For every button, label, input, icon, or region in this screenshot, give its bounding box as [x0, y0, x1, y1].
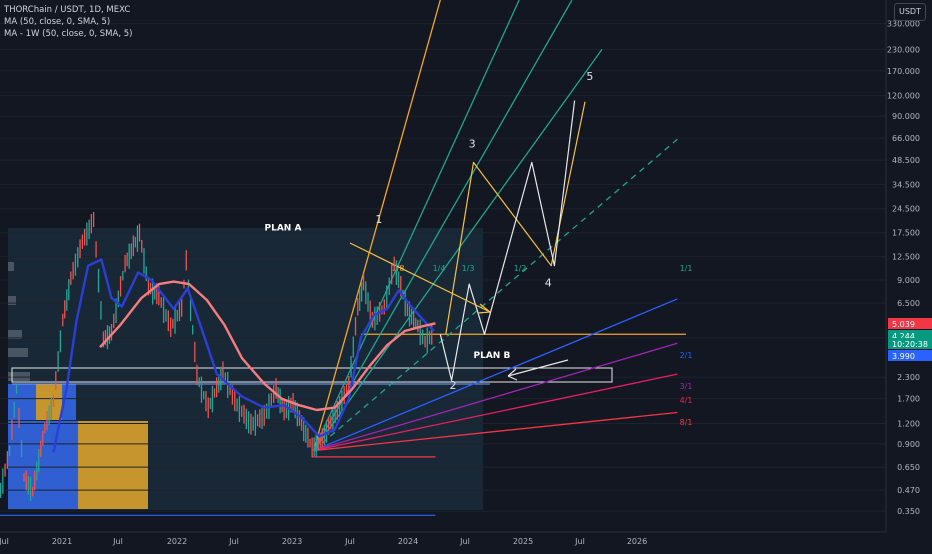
time-axis-tick: Jul — [228, 537, 239, 546]
drawings-layer: 1/8 1/4 1/3 1/2 1/1 2/1 3/1 4/1 8/1 1 2 3 4 5 PLAN A PL… — [0, 0, 693, 516]
time-axis-tick: 2024 — [398, 537, 418, 546]
volume-profile-bar — [8, 348, 28, 357]
ma-weekly-indicator-label[interactable]: MA - 1W (50, close, 0, SMA, 5) — [4, 29, 133, 39]
wave-label: 4 — [545, 277, 552, 290]
support-zone-box — [11, 367, 613, 383]
volume-profile-bar — [8, 330, 22, 339]
price-axis-tick: 17.500 — [892, 229, 920, 238]
wave-label: 3 — [469, 137, 476, 150]
price-axis-tick: 2.300 — [897, 373, 920, 382]
price-tag-text: 4.244 — [892, 332, 915, 341]
fan-line — [312, 0, 441, 451]
fan-line-label: 1/2 — [514, 264, 527, 273]
fan-line — [313, 298, 678, 452]
fan-line-label: 1/4 — [433, 264, 446, 273]
volume-profile-bar — [8, 372, 30, 381]
plan-a-path — [445, 101, 586, 335]
zone-block-gold-lower — [78, 421, 148, 509]
price-axis-tick: 9.000 — [897, 276, 920, 285]
fan-line — [313, 373, 678, 452]
plan-b-path — [439, 100, 576, 381]
fan-line-label: 4/1 — [680, 396, 693, 405]
symbol-title: THORChain / USDT, 1D, MEXC — [4, 5, 131, 15]
price-axis-tick: 0.650 — [897, 463, 920, 472]
price-tag-bg — [888, 318, 932, 329]
time-axis-panel — [0, 532, 932, 550]
time-axis-tick: Jul — [574, 537, 585, 546]
fan-line — [313, 138, 678, 452]
price-axis-tick: 1.200 — [897, 419, 920, 428]
price-axis-tick: 170.000 — [887, 67, 920, 76]
fan-line-label: 1/8 — [392, 264, 405, 273]
price-axis-tick: 90.000 — [892, 112, 920, 121]
fan-line-label: 1/1 — [680, 264, 693, 273]
plan-a-arrowhead — [477, 303, 491, 314]
price-axis-tick: 0.470 — [897, 486, 920, 495]
ma-indicator-label[interactable]: MA (50, close, 0, SMA, 5) — [4, 17, 111, 27]
fan-line-label: 2/1 — [680, 351, 693, 360]
volume-profile-bar — [8, 296, 16, 305]
time-axis-tick: 2026 — [627, 537, 647, 546]
plan-a-arrow — [349, 242, 491, 313]
plan-b-arrowhead — [507, 368, 518, 381]
price-axis-tick: 66.000 — [892, 134, 920, 143]
price-layer — [0, 211, 436, 501]
price-axis-tick: 12.500 — [892, 253, 920, 262]
price-axis-tick: 120.000 — [887, 92, 920, 101]
currency-button[interactable]: USDT — [894, 3, 926, 21]
annotation-label: PLAN A — [265, 224, 302, 234]
price-axis-tick: 1.700 — [897, 395, 920, 404]
price-axis-tick: 230.000 — [887, 45, 920, 54]
price-axis-tick: 0.350 — [897, 507, 920, 516]
annotation-label: PLAN B — [474, 351, 511, 361]
ma-fast-line — [52, 258, 435, 453]
plan-b-arrow — [507, 359, 569, 377]
price-tag-bg — [888, 330, 932, 341]
price-tag-text: 3.990 — [892, 352, 915, 361]
price-tag-text: 5.039 — [892, 320, 915, 329]
price-axis-tick: 6.500 — [897, 299, 920, 308]
price-axis-tick: 48.500 — [892, 156, 920, 165]
price-axis-tick: 0.900 — [897, 440, 920, 449]
volume-profile-bar — [8, 262, 14, 271]
time-axis-tick: Jul — [344, 537, 355, 546]
time-axis-tick: 2023 — [282, 537, 302, 546]
wave-label: 5 — [586, 70, 593, 83]
fan-line — [313, 48, 603, 451]
fan-line — [313, 411, 678, 452]
fan-line — [313, 0, 520, 451]
fan-line-label: 1/3 — [462, 264, 475, 273]
fan-line — [313, 342, 678, 452]
price-tag-text: 10:20:38 — [892, 340, 928, 349]
time-axis-tick: Jul — [0, 537, 9, 546]
time-axis-tick: Jul — [112, 537, 123, 546]
price-axis-panel — [886, 0, 932, 550]
price-tag-bg — [888, 350, 932, 361]
time-axis-tick: 2021 — [52, 537, 72, 546]
price-axis-tick: 24.500 — [892, 205, 920, 214]
fan-line — [313, 0, 573, 451]
price-axis-tick: 34.500 — [892, 180, 920, 189]
time-axis-tick: 2025 — [513, 537, 533, 546]
fan-line-label: 3/1 — [680, 382, 693, 391]
chart-legend: THORChain / USDT, 1D, MEXC MA (50, close… — [4, 4, 132, 40]
fan-line-label: 8/1 — [680, 418, 693, 427]
wave-label: 1 — [375, 213, 382, 226]
wave-label: 2 — [450, 379, 457, 392]
price-axis-tick: 330.000 — [887, 20, 920, 29]
time-axis-tick: Jul — [459, 537, 470, 546]
ma-slow-line — [99, 280, 436, 412]
time-axis-tick: 2022 — [167, 537, 187, 546]
price-tag-bg — [888, 338, 932, 349]
